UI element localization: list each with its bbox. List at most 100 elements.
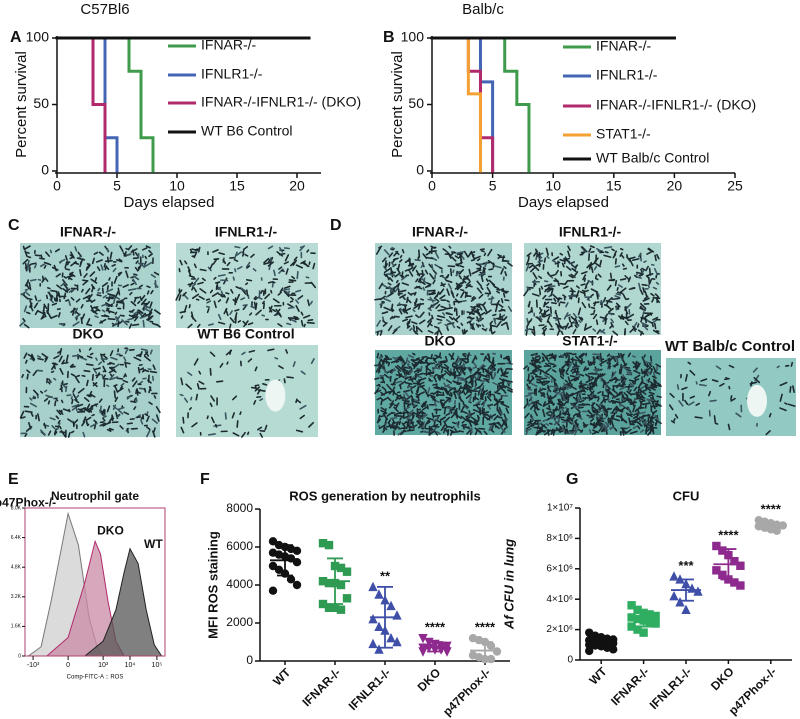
micrograph-label: IFNLR1-/- — [215, 224, 278, 240]
stain — [180, 395, 183, 396]
stain — [392, 248, 394, 249]
stain — [438, 392, 441, 393]
stain — [35, 255, 40, 256]
chart-title: Balb/c — [462, 1, 504, 18]
stain — [592, 267, 593, 272]
stain — [463, 426, 464, 428]
stain — [71, 397, 72, 399]
stain — [247, 290, 248, 295]
stain — [145, 257, 146, 259]
stain — [616, 281, 617, 286]
stain — [41, 392, 43, 393]
stain — [642, 380, 643, 383]
stain — [191, 397, 192, 399]
stain — [463, 278, 464, 281]
stain — [546, 424, 548, 425]
y-tick-label: 100 — [401, 29, 425, 45]
stain — [581, 284, 585, 285]
stain — [403, 250, 404, 253]
stain — [145, 262, 146, 264]
stain — [297, 272, 298, 279]
stain — [263, 384, 267, 385]
stain — [391, 268, 392, 273]
stain — [22, 375, 23, 377]
stain — [642, 285, 647, 286]
data-point — [337, 606, 345, 614]
stain — [412, 399, 413, 405]
stain — [650, 269, 651, 275]
stain — [427, 258, 432, 259]
stain — [437, 391, 438, 396]
stain — [22, 417, 25, 418]
stain — [489, 394, 493, 395]
stain — [600, 261, 601, 265]
stain — [585, 287, 586, 289]
stain — [419, 250, 420, 257]
stain — [588, 299, 590, 300]
stain — [503, 375, 507, 376]
x-tick-label: IFNAR-/- — [608, 664, 652, 708]
data-point — [639, 628, 647, 636]
stain — [380, 416, 383, 417]
legend-label: WT B6 Control — [201, 123, 293, 139]
x-tick-label: IFNAR-/- — [300, 665, 344, 709]
stain — [63, 384, 67, 385]
stain — [51, 291, 57, 292]
stain — [133, 315, 137, 316]
stain — [115, 312, 116, 314]
stain — [181, 316, 182, 318]
data-point — [736, 562, 744, 570]
chart-title: C57Bl6 — [80, 1, 129, 18]
stain — [570, 393, 572, 394]
stain — [598, 294, 599, 296]
x-tick-label: WT — [270, 665, 294, 689]
stain — [216, 425, 217, 427]
stain — [503, 419, 507, 420]
stain — [623, 429, 624, 435]
stain — [52, 371, 54, 372]
data-point — [269, 587, 277, 595]
stain — [551, 354, 552, 356]
stain — [34, 396, 36, 397]
data-point — [609, 645, 617, 653]
stain — [728, 424, 729, 429]
stain — [451, 269, 452, 275]
stain — [390, 377, 391, 381]
stain — [652, 323, 653, 326]
y-tick-label: 50 — [408, 95, 424, 111]
stain — [183, 418, 184, 423]
stain — [579, 321, 581, 323]
stain — [408, 430, 414, 431]
stain — [221, 296, 225, 297]
stain — [197, 299, 199, 300]
stain — [543, 389, 546, 390]
stain — [134, 274, 137, 275]
stain — [621, 367, 622, 373]
stain — [403, 310, 404, 312]
stain — [150, 372, 156, 373]
stain — [535, 355, 538, 356]
stain — [568, 395, 572, 396]
series-label: WT — [144, 537, 163, 551]
x-axis-label: Comp-FITC-A :: ROS — [67, 675, 124, 681]
stain — [613, 386, 614, 391]
stain — [646, 405, 647, 408]
stain — [434, 368, 439, 369]
x-axis-label: Days elapsed — [124, 194, 215, 211]
stain — [433, 384, 437, 385]
stain — [295, 319, 298, 320]
stain — [92, 415, 94, 416]
micrograph-label: IFNAR-/- — [412, 224, 468, 240]
stain — [489, 269, 493, 270]
stain — [648, 379, 649, 382]
y-tick-label: 2×10⁶ — [546, 624, 573, 635]
significance: **** — [718, 527, 739, 542]
stain — [397, 281, 398, 283]
legend-label: IFNAR-/-IFNLR1-/- (DKO) — [596, 97, 756, 113]
stain — [572, 403, 575, 404]
stain — [375, 378, 379, 379]
stain — [633, 382, 634, 384]
stain — [461, 290, 464, 291]
stain — [121, 300, 124, 301]
stain — [288, 291, 289, 293]
